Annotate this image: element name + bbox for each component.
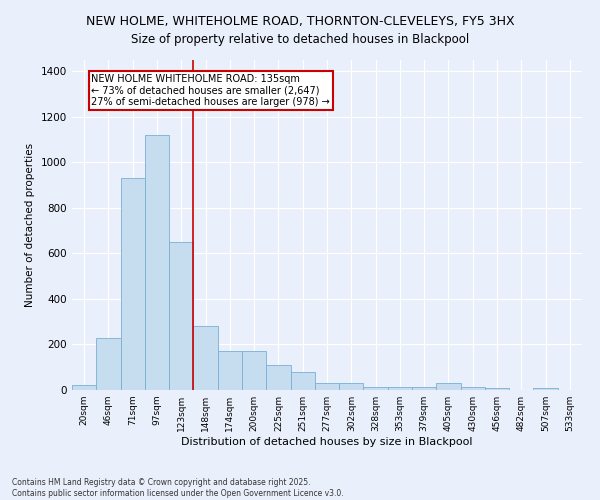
Text: Contains HM Land Registry data © Crown copyright and database right 2025.
Contai: Contains HM Land Registry data © Crown c… [12,478,344,498]
Bar [315,383,339,390]
Bar [193,326,218,390]
Text: Size of property relative to detached houses in Blackpool: Size of property relative to detached ho… [131,32,469,46]
Bar [145,135,169,390]
Bar [121,178,145,390]
X-axis label: Distribution of detached houses by size in Blackpool: Distribution of detached houses by size … [181,437,473,447]
Bar [266,365,290,390]
Bar [461,386,485,390]
Bar [72,386,96,390]
Bar [388,386,412,390]
Bar [290,372,315,390]
Bar [485,388,509,390]
Bar [96,338,121,390]
Y-axis label: Number of detached properties: Number of detached properties [25,143,35,307]
Text: NEW HOLME WHITEHOLME ROAD: 135sqm
← 73% of detached houses are smaller (2,647)
2: NEW HOLME WHITEHOLME ROAD: 135sqm ← 73% … [91,74,330,107]
Bar [412,386,436,390]
Bar [364,386,388,390]
Bar [533,388,558,390]
Bar [339,383,364,390]
Bar [242,352,266,390]
Text: NEW HOLME, WHITEHOLME ROAD, THORNTON-CLEVELEYS, FY5 3HX: NEW HOLME, WHITEHOLME ROAD, THORNTON-CLE… [86,15,514,28]
Bar [436,383,461,390]
Bar [218,352,242,390]
Bar [169,242,193,390]
